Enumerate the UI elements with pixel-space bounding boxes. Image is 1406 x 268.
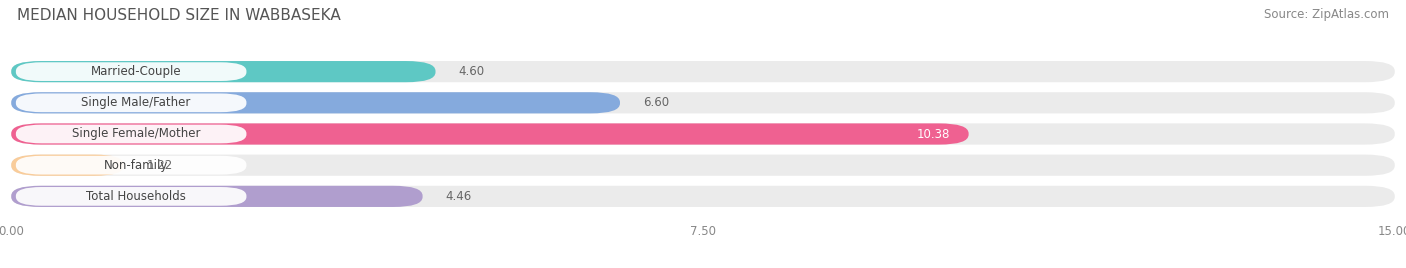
- Text: 4.60: 4.60: [458, 65, 485, 78]
- FancyBboxPatch shape: [11, 92, 620, 113]
- Text: Non-family: Non-family: [104, 159, 167, 172]
- Text: Source: ZipAtlas.com: Source: ZipAtlas.com: [1264, 8, 1389, 21]
- FancyBboxPatch shape: [15, 94, 246, 112]
- FancyBboxPatch shape: [15, 187, 246, 206]
- FancyBboxPatch shape: [11, 155, 124, 176]
- Text: 1.22: 1.22: [146, 159, 173, 172]
- FancyBboxPatch shape: [11, 123, 969, 145]
- FancyBboxPatch shape: [11, 61, 1395, 82]
- Text: Married-Couple: Married-Couple: [90, 65, 181, 78]
- FancyBboxPatch shape: [11, 155, 1395, 176]
- FancyBboxPatch shape: [15, 125, 246, 143]
- Text: Single Female/Mother: Single Female/Mother: [72, 128, 200, 140]
- FancyBboxPatch shape: [15, 62, 246, 81]
- FancyBboxPatch shape: [15, 156, 246, 174]
- Text: Total Households: Total Households: [86, 190, 186, 203]
- FancyBboxPatch shape: [11, 123, 1395, 145]
- Text: MEDIAN HOUSEHOLD SIZE IN WABBASEKA: MEDIAN HOUSEHOLD SIZE IN WABBASEKA: [17, 8, 340, 23]
- FancyBboxPatch shape: [11, 186, 423, 207]
- Text: 4.46: 4.46: [446, 190, 472, 203]
- FancyBboxPatch shape: [11, 186, 1395, 207]
- FancyBboxPatch shape: [11, 61, 436, 82]
- Text: 6.60: 6.60: [643, 96, 669, 109]
- Text: 10.38: 10.38: [917, 128, 950, 140]
- FancyBboxPatch shape: [11, 92, 1395, 113]
- Text: Single Male/Father: Single Male/Father: [82, 96, 190, 109]
